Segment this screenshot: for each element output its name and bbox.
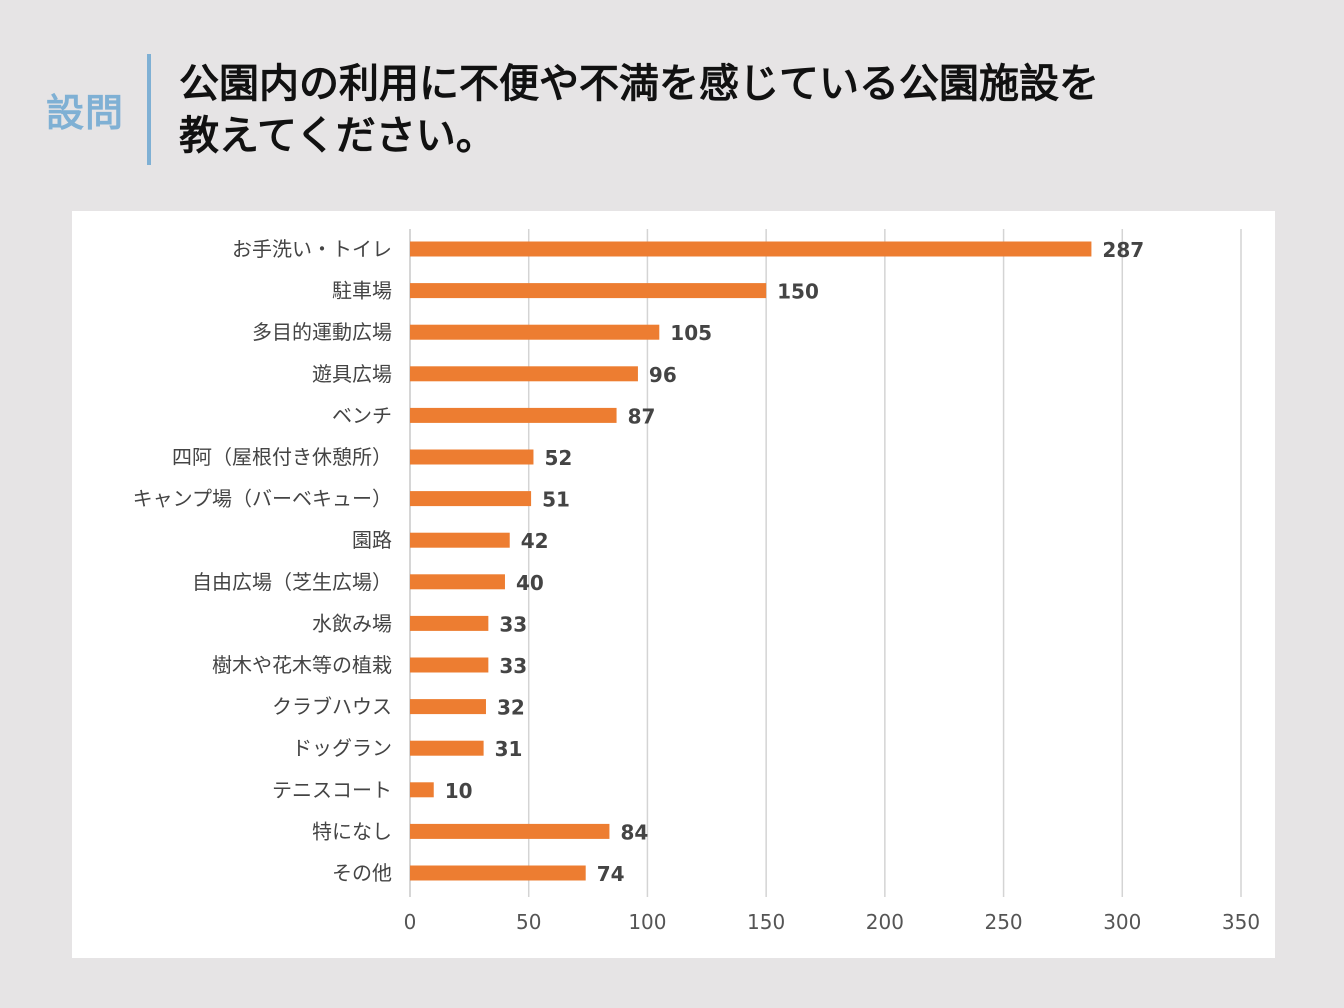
data-label: 51: [542, 488, 570, 512]
question-line-2: 教えてください。: [179, 113, 496, 159]
bar: [410, 740, 484, 756]
x-tick-label: 50: [516, 910, 541, 934]
header-divider: [147, 54, 151, 165]
bar: [410, 283, 767, 299]
category-label: 自由広場（芝生広場）: [192, 570, 392, 594]
category-label: 園路: [352, 528, 392, 552]
data-label: 31: [495, 737, 523, 761]
category-label: テニスコート: [272, 778, 392, 802]
data-label: 32: [497, 696, 525, 720]
data-label: 40: [516, 571, 544, 595]
chart-card: 0 50 100 150 200 250 300 350 お手洗い・トイレ 287 駐車場 150 多目…: [72, 211, 1275, 958]
bar: [410, 532, 510, 548]
bar: [410, 823, 610, 839]
bar-chart: 0 50 100 150 200 250 300 350 お手洗い・トイレ 287 駐車場 150 多目…: [133, 229, 1260, 934]
data-label: 96: [649, 363, 677, 387]
category-label: 四阿（屋根付き休憩所）: [172, 445, 392, 469]
category-label: 水飲み場: [312, 611, 392, 635]
bar: [410, 366, 638, 382]
x-tick-label: 0: [404, 910, 417, 934]
question-line-1: 公園内の利用に不便や不満を感じている公園施設を: [179, 61, 1099, 107]
data-label: 287: [1102, 238, 1144, 262]
bar: [410, 324, 660, 340]
data-label: 52: [544, 446, 572, 470]
category-label: 特になし: [312, 819, 392, 843]
category-label: 樹木や花木等の植栽: [212, 653, 392, 677]
category-label: クラブハウス: [272, 695, 392, 719]
bar: [410, 699, 486, 715]
bar: [410, 449, 534, 465]
x-tick-label: 250: [984, 910, 1022, 934]
x-tick-label: 300: [1103, 910, 1141, 934]
bar: [410, 491, 532, 507]
x-tick-label: 350: [1222, 910, 1260, 934]
data-label: 87: [628, 404, 656, 428]
data-label: 33: [499, 612, 527, 636]
category-label: 駐車場: [332, 279, 392, 303]
question-header: 設問 公園内の利用に不便や不満を感じている公園施設を 教えてください。: [46, 54, 1246, 166]
bar: [410, 241, 1092, 257]
category-label: その他: [332, 861, 392, 885]
category-label: ドッグラン: [292, 736, 392, 760]
data-label: 84: [620, 820, 648, 844]
category-label: お手洗い・トイレ: [232, 237, 392, 261]
category-label: 多目的運動広場: [252, 320, 392, 344]
category-label: キャンプ場（バーベキュー）: [133, 487, 392, 511]
bar: [410, 407, 617, 423]
x-tick-label: 150: [747, 910, 785, 934]
bar: [410, 615, 489, 631]
question-label: 設問: [46, 91, 125, 135]
x-tick-label: 200: [866, 910, 904, 934]
data-label: 10: [445, 779, 473, 803]
question-text: 公園内の利用に不便や不満を感じている公園施設を 教えてください。: [179, 58, 1239, 162]
bar: [410, 574, 505, 590]
bar: [410, 782, 434, 798]
category-label: ベンチ: [332, 403, 392, 427]
bar: [410, 865, 586, 881]
data-label: 150: [777, 280, 819, 304]
data-label: 74: [597, 862, 625, 886]
bar: [410, 657, 489, 673]
category-label: 遊具広場: [312, 362, 392, 386]
data-label: 105: [670, 321, 712, 345]
x-tick-label: 100: [628, 910, 666, 934]
data-label: 33: [499, 654, 527, 678]
data-label: 42: [521, 529, 549, 553]
